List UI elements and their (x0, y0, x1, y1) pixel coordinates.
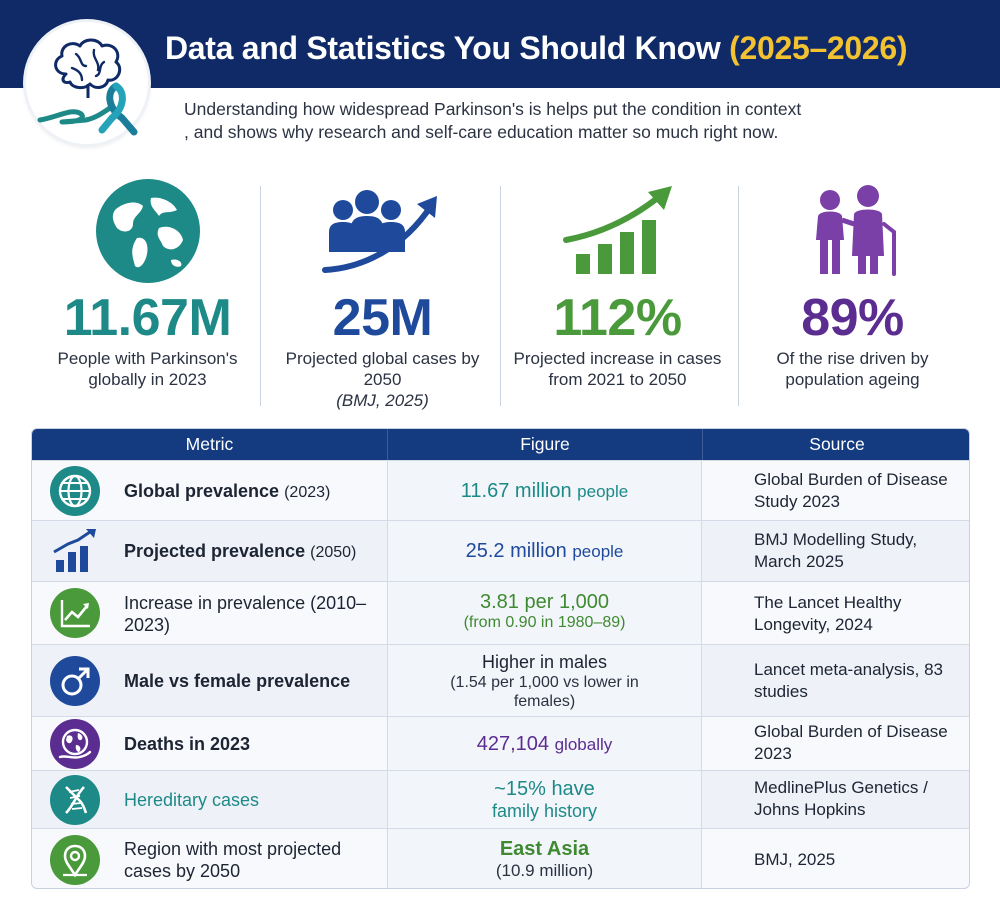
metric-cell: Hereditary cases (124, 790, 260, 810)
source-cell: Lancet meta-analysis, 83 studies (754, 660, 943, 701)
metric-cell: Male vs female prevalence (124, 671, 351, 691)
metric-cell: Region with most projected cases by 2050 (124, 839, 342, 881)
metric-cell: Global prevalence (2023) (124, 481, 331, 501)
brain-ribbon-logo (26, 22, 148, 144)
stat-value: 112% (553, 289, 682, 347)
stat-divider (738, 186, 739, 406)
figure-cell: Higher in males (1.54 per 1,000 vs lower … (450, 652, 639, 710)
location-pin-icon (50, 835, 100, 885)
bar-growth-icon (500, 176, 735, 286)
figure-cell: 3.81 per 1,000 (from 0.90 in 1980–89) (463, 591, 626, 631)
stat-card-prevalence: 11.67M People with Parkinson's globally … (30, 176, 265, 416)
globe-icon (30, 176, 265, 286)
source-cell: BMJ, 2025 (754, 850, 836, 869)
people-growth-icon (265, 176, 500, 286)
column-header-figure: Figure (387, 429, 702, 460)
figure-cell: 427,104 globally (476, 733, 613, 755)
stat-divider (500, 186, 501, 406)
stat-card-increase: 112% Projected increase in cases from 20… (500, 176, 735, 416)
column-header-metric: Metric (185, 434, 234, 454)
figure-cell: East Asia (10.9 million) (495, 838, 594, 880)
page-title: Data and Statistics You Should Know (202… (165, 30, 908, 67)
metric-cell: Deaths in 2023 (124, 734, 251, 754)
brain-ribbon-icon (37, 38, 138, 136)
table-row: Hereditary cases ~15% have family history… (32, 770, 969, 828)
male-symbol-icon (50, 656, 100, 706)
table-row: Increase in prevalence (2010–2023) 3.81 … (32, 581, 969, 644)
stat-value: 89% (801, 289, 904, 347)
table-row: Male vs female prevalence Higher in male… (32, 644, 969, 716)
globe-hand-icon (50, 719, 100, 769)
stat-divider (260, 186, 261, 406)
table-header: Metric Figure Source (32, 429, 969, 460)
stat-label: Projected increase in cases from 2021 to… (513, 349, 722, 389)
dna-icon (50, 775, 100, 825)
figure-cell: 25.2 million people (465, 540, 624, 562)
globe-icon (50, 466, 100, 516)
header-band (0, 0, 1000, 88)
stat-label: People with Parkinson's globally in 2023 (57, 349, 238, 389)
figure-cell: 11.67 million people (460, 480, 629, 502)
stat-value: 11.67M (63, 289, 232, 347)
stat-value: 25M (332, 289, 433, 347)
stat-note: (BMJ, 2025) (336, 391, 429, 410)
source-cell: BMJ Modelling Study, March 2025 (754, 530, 918, 571)
intro-paragraph: Understanding how widespread Parkinson's… (184, 99, 802, 142)
elderly-couple-icon (735, 176, 970, 286)
source-cell: MedlinePlus Genetics / Johns Hopkins (754, 778, 928, 819)
stat-label: Projected global cases by 2050 (BMJ, 2025… (275, 348, 490, 411)
source-cell: Global Burden of Disease 2023 (754, 722, 948, 763)
stat-card-ageing: 89% Of the rise driven by population age… (735, 176, 970, 416)
source-cell: The Lancet Healthy Longevity, 2024 (754, 593, 902, 634)
column-header-source: Source (702, 429, 969, 460)
table-row: Global prevalence (2023) 11.67 million p… (32, 460, 969, 520)
title-main: Data and Statistics You Should Know (165, 30, 721, 66)
trend-up-icon (50, 588, 100, 638)
source-cell: Global Burden of Disease Study 2023 (754, 470, 948, 511)
metric-cell: Increase in prevalence (2010–2023) (124, 593, 367, 635)
table-row: Deaths in 2023 427,104 globally Global B… (32, 716, 969, 770)
stat-label: Of the rise driven by population ageing (776, 349, 929, 389)
title-years: (2025–2026) (729, 30, 908, 66)
metric-cell: Projected prevalence (2050) (124, 541, 357, 561)
bar-chart-icon (50, 526, 100, 576)
table-row: Region with most projected cases by 2050… (32, 828, 969, 888)
figure-cell: ~15% have family history (491, 778, 598, 821)
statistics-table: Metric Figure Source Global prevalence (… (31, 428, 970, 889)
stat-card-projection: 25M Projected global cases by 2050 (BMJ, … (265, 176, 500, 416)
table-row: Projected prevalence (2050) 25.2 million… (32, 520, 969, 581)
stats-row: 11.67M People with Parkinson's globally … (30, 176, 970, 416)
